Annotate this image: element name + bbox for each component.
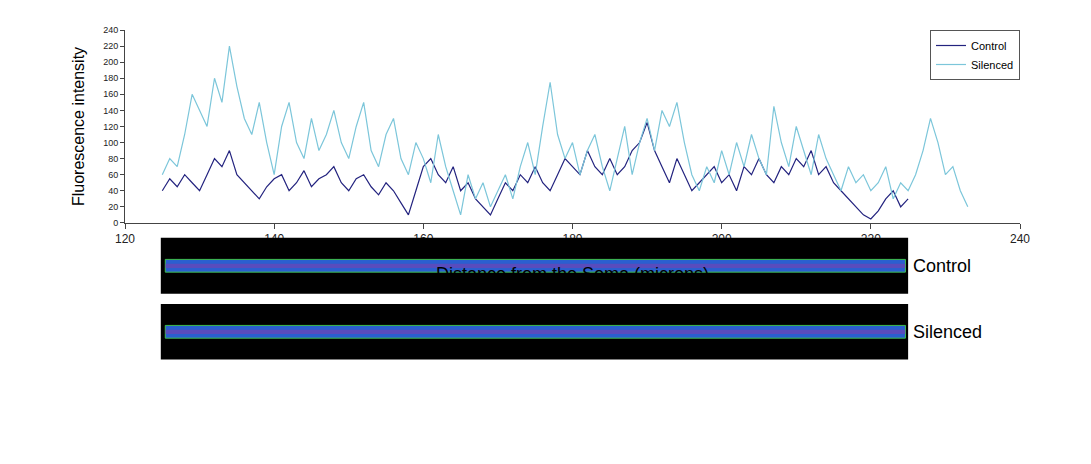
svg-text:Control: Control bbox=[913, 256, 971, 276]
svg-text:Fluorescence intensity: Fluorescence intensity bbox=[70, 47, 87, 206]
svg-text:200: 200 bbox=[712, 232, 732, 246]
svg-text:200: 200 bbox=[103, 57, 118, 67]
svg-text:220: 220 bbox=[103, 41, 118, 51]
svg-text:180: 180 bbox=[103, 73, 118, 83]
svg-text:240: 240 bbox=[103, 25, 118, 35]
svg-text:220: 220 bbox=[861, 232, 881, 246]
svg-text:40: 40 bbox=[108, 186, 118, 196]
svg-text:0: 0 bbox=[113, 218, 118, 228]
svg-text:140: 140 bbox=[103, 106, 118, 116]
svg-text:160: 160 bbox=[103, 89, 118, 99]
svg-text:120: 120 bbox=[115, 232, 135, 246]
svg-text:20: 20 bbox=[108, 202, 118, 212]
svg-text:60: 60 bbox=[108, 170, 118, 180]
svg-text:Distance from the Soma (micron: Distance from the Soma (microns) bbox=[436, 264, 709, 284]
svg-text:Silenced: Silenced bbox=[971, 59, 1013, 71]
svg-text:180: 180 bbox=[562, 232, 582, 246]
svg-text:Control: Control bbox=[971, 40, 1006, 52]
svg-text:120: 120 bbox=[103, 122, 118, 132]
svg-text:160: 160 bbox=[413, 232, 433, 246]
svg-text:100: 100 bbox=[103, 138, 118, 148]
svg-text:240: 240 bbox=[1010, 232, 1030, 246]
svg-text:Silenced: Silenced bbox=[913, 322, 982, 342]
svg-text:140: 140 bbox=[264, 232, 284, 246]
svg-text:80: 80 bbox=[108, 154, 118, 164]
